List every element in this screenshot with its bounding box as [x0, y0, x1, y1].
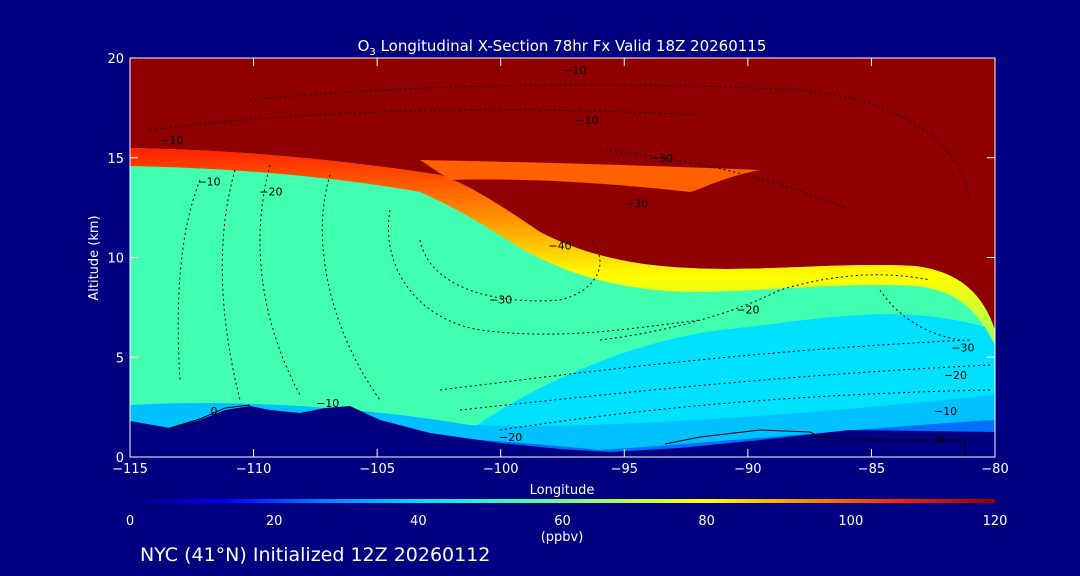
terrain-mask [130, 406, 995, 457]
contour-label: −10 [576, 114, 599, 127]
ozone-intrusion-tongue [420, 160, 760, 192]
contour-label: −10 [160, 134, 183, 147]
x-tick-label: −100 [483, 462, 519, 477]
tropopause-band [130, 148, 995, 345]
colorbar-unit-label: (ppbv) [541, 530, 584, 545]
x-tick-label: −85 [858, 462, 885, 477]
chart-title: O3 Longitudinal X-Section 78hr Fx Valid … [358, 37, 767, 58]
contour-label-group: −10 −10 −10 −10 −20 −30 −30 −40 −30 −20 −30 −20 −10 0… [160, 64, 974, 446]
y-axis: 0 5 10 15 20 [107, 52, 995, 466]
plot-area: −10 −10 −10 −10 −20 −30 −30 −40 −30 −20 −30 −20 −10 0… [130, 58, 995, 457]
contour-label: −20 [499, 431, 522, 444]
footer-init-label: NYC (41°N) Initialized 12Z 20260112 [140, 544, 490, 566]
contour-label: −30 [625, 198, 648, 211]
x-axis-label: Longitude [530, 483, 595, 498]
x-tick-label: −90 [734, 462, 761, 477]
zero-contour-east [664, 429, 966, 455]
contour-label: −10 [197, 176, 220, 189]
colorbar-tick-label: 60 [554, 514, 571, 529]
colorbar-tick-label: 120 [983, 514, 1008, 529]
x-tick-label: −115 [112, 462, 148, 477]
colorbar-tick-label: 20 [266, 514, 283, 529]
contour-label: −20 [736, 303, 759, 316]
y-tick-label: 15 [107, 152, 124, 167]
x-tick-label: −95 [611, 462, 638, 477]
colorbar-tick-label: 100 [838, 514, 863, 529]
contour-label: −40 [548, 240, 571, 253]
colorbar-tick-label: 40 [410, 514, 427, 529]
x-tick-label: −105 [359, 462, 395, 477]
contour-label: −20 [944, 369, 967, 382]
contour-label: −10 [934, 405, 957, 418]
contour-label: −10 [563, 64, 586, 77]
stratosphere-field [130, 58, 995, 330]
x-tick-label: −110 [236, 462, 272, 477]
colorbar [130, 499, 995, 503]
x-tick-label: −80 [981, 462, 1008, 477]
y-tick-label: 20 [107, 52, 124, 67]
y-tick-label: 10 [107, 252, 124, 267]
y-tick-label: 0 [116, 451, 124, 466]
contour-label: 0 [937, 433, 944, 446]
contour-lines [149, 84, 991, 431]
y-tick-label: 5 [116, 351, 124, 366]
zero-contour-west [169, 404, 251, 429]
contour-label: 0 [211, 405, 218, 418]
colorbar-tick-label: 0 [126, 514, 134, 529]
contour-label: −20 [259, 186, 282, 199]
contour-label: −30 [489, 293, 512, 306]
x-axis: −115 −110 −105 −100 −95 −90 −85 −80 [112, 58, 1009, 477]
contour-label: −10 [316, 397, 339, 410]
contour-label: −30 [650, 152, 673, 165]
y-axis-label: Altitude (km) [87, 215, 102, 300]
colorbar-tick-label: 80 [698, 514, 715, 529]
colorbar-ticks: 0 20 40 60 80 100 120 [126, 514, 1008, 529]
contour-label: −30 [951, 341, 974, 354]
